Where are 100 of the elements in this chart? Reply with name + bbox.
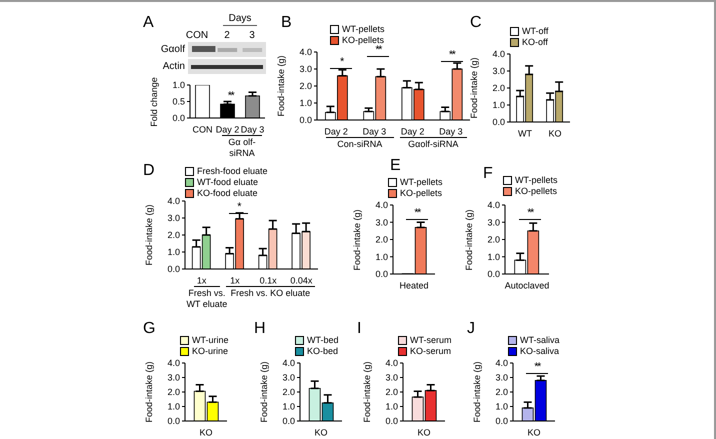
y-tick-label: 0.0 bbox=[487, 269, 500, 280]
legend-label: WT-off bbox=[521, 26, 548, 37]
legend-label: KO-pellets bbox=[514, 186, 558, 197]
y-tick-label: 3.0 bbox=[282, 372, 295, 383]
legend-label: KO-urine bbox=[191, 346, 229, 357]
text: Days bbox=[228, 13, 252, 24]
y-axis-title: Food-intake (g) bbox=[144, 361, 154, 423]
annotation: ** bbox=[526, 206, 534, 219]
y-tick-label: 1.0 bbox=[495, 402, 508, 412]
chart-title: J bbox=[467, 320, 475, 338]
text: CON bbox=[186, 30, 208, 41]
x-tick-label: 0.04x bbox=[290, 275, 313, 286]
legend-label: KO-pellets bbox=[399, 188, 443, 199]
y-tick-label: 3.0 bbox=[492, 66, 505, 76]
y-tick-label: 0.0 bbox=[375, 269, 388, 280]
x-tick-label: Day 3 bbox=[439, 126, 463, 136]
y-tick-label: 1.0 bbox=[167, 402, 180, 412]
y-tick-label: 0.0 bbox=[282, 416, 295, 426]
x-tick-label: Day 3 bbox=[362, 126, 386, 136]
chart-title: F bbox=[483, 165, 493, 183]
annotation: * bbox=[338, 56, 344, 68]
x-tick-label: KO bbox=[314, 427, 328, 438]
x-tick-label: Day 2 bbox=[216, 124, 240, 134]
text: Gα olf-siRNA bbox=[227, 137, 257, 159]
y-axis-title: Food-intake (g) bbox=[362, 361, 372, 423]
y-tick-label: 2.0 bbox=[375, 234, 388, 245]
chart-title: C bbox=[470, 14, 482, 32]
text: Fresh vs. WT eluate bbox=[185, 288, 228, 310]
y-tick-label: 4.0 bbox=[167, 196, 180, 206]
y-axis-title: Food-intake (g) bbox=[144, 204, 154, 266]
y-tick-label: 3.0 bbox=[167, 372, 180, 383]
chart-title: E bbox=[390, 157, 401, 175]
y-tick-label: 3.0 bbox=[495, 372, 508, 383]
y-axis-title: Food-intake (g) bbox=[472, 361, 482, 423]
y-tick-label: 3.0 bbox=[385, 372, 398, 383]
chart-title: B bbox=[281, 14, 292, 32]
y-tick-label: 1.0 bbox=[282, 402, 295, 412]
y-tick-label: 3.0 bbox=[375, 217, 388, 228]
legend-label: KO-food eluate bbox=[196, 188, 259, 199]
x-tick-label: Day 2 bbox=[324, 126, 348, 136]
annotation: * bbox=[236, 200, 242, 213]
annotation: ** bbox=[226, 90, 235, 102]
x-tick-label: CON bbox=[192, 124, 212, 134]
chart-title: H bbox=[254, 320, 266, 338]
y-tick-label: 4.0 bbox=[487, 200, 500, 210]
y-tick-label: 1.0 bbox=[487, 252, 500, 262]
x-tick-label: Autoclaved bbox=[504, 280, 550, 290]
y-axis-title: Food-intake (g) bbox=[464, 208, 474, 270]
legend-label: KO-off bbox=[521, 37, 548, 48]
text: Actin bbox=[162, 61, 185, 72]
chart-title: I bbox=[357, 320, 362, 338]
x-tick-label: Day 2 bbox=[400, 126, 424, 136]
legend-label: KO-pellets bbox=[341, 35, 385, 45]
y-tick-label: 0.0 bbox=[167, 264, 180, 274]
legend-label: Fresh-food eluate bbox=[196, 166, 268, 177]
legend-label: WT-pellets bbox=[514, 175, 558, 186]
y-tick-label: 2.0 bbox=[282, 387, 295, 398]
y-tick-label: 2.0 bbox=[385, 387, 398, 398]
y-tick-label: 2.0 bbox=[167, 230, 180, 240]
chart-title: D bbox=[143, 162, 155, 180]
y-tick-label: 1.0 bbox=[299, 98, 312, 108]
annotation: ** bbox=[448, 49, 456, 62]
x-tick-label: 1x bbox=[230, 275, 240, 286]
y-axis-title: Food-intake (g) bbox=[259, 361, 269, 423]
text: Con-siRNA bbox=[336, 139, 384, 150]
text: Gαolf-siRNA bbox=[407, 139, 460, 150]
x-tick-label: KO bbox=[199, 427, 213, 438]
x-tick-label: Day 3 bbox=[240, 124, 264, 134]
x-tick-label: KO bbox=[548, 128, 562, 138]
y-tick-label: 4.0 bbox=[375, 200, 388, 210]
legend-label: KO-bed bbox=[306, 346, 339, 357]
y-tick-label: 3.0 bbox=[487, 217, 500, 228]
legend-label: WT-pellets bbox=[341, 24, 385, 35]
y-tick-label: 3.0 bbox=[167, 213, 180, 224]
text: Gαolf bbox=[160, 44, 185, 55]
y-tick-label: 3.0 bbox=[299, 64, 312, 74]
annotation: ** bbox=[375, 44, 382, 56]
y-tick-label: 4.0 bbox=[167, 358, 180, 368]
y-tick-label: 0.0 bbox=[167, 416, 180, 426]
chart-title: A bbox=[143, 14, 154, 32]
legend-label: WT-urine bbox=[191, 335, 229, 346]
y-tick-label: 0.0 bbox=[492, 117, 505, 128]
text: 2 bbox=[224, 30, 230, 41]
legend-label: WT-serum bbox=[409, 335, 452, 346]
y-tick-label: 2.0 bbox=[487, 234, 500, 245]
legend-label: WT-bed bbox=[306, 335, 339, 346]
legend-label: KO-saliva bbox=[519, 346, 560, 357]
y-tick-label: 0.0 bbox=[299, 115, 312, 126]
y-tick-label: 4.0 bbox=[495, 358, 508, 368]
x-tick-label: Heated bbox=[399, 280, 429, 290]
legend-label: WT-saliva bbox=[519, 335, 560, 346]
y-axis-title: Fold change bbox=[149, 76, 159, 126]
legend-label: WT-food eluate bbox=[196, 177, 260, 188]
x-tick-label: KO bbox=[527, 427, 541, 438]
y-tick-label: 2.0 bbox=[299, 81, 312, 92]
y-tick-label: 0.0 bbox=[172, 113, 185, 124]
y-tick-label: 4.0 bbox=[299, 47, 312, 58]
y-tick-label: 0.0 bbox=[495, 416, 508, 426]
legend-label: KO-serum bbox=[409, 346, 452, 357]
y-axis-title: Food-intake (g) bbox=[469, 57, 479, 119]
